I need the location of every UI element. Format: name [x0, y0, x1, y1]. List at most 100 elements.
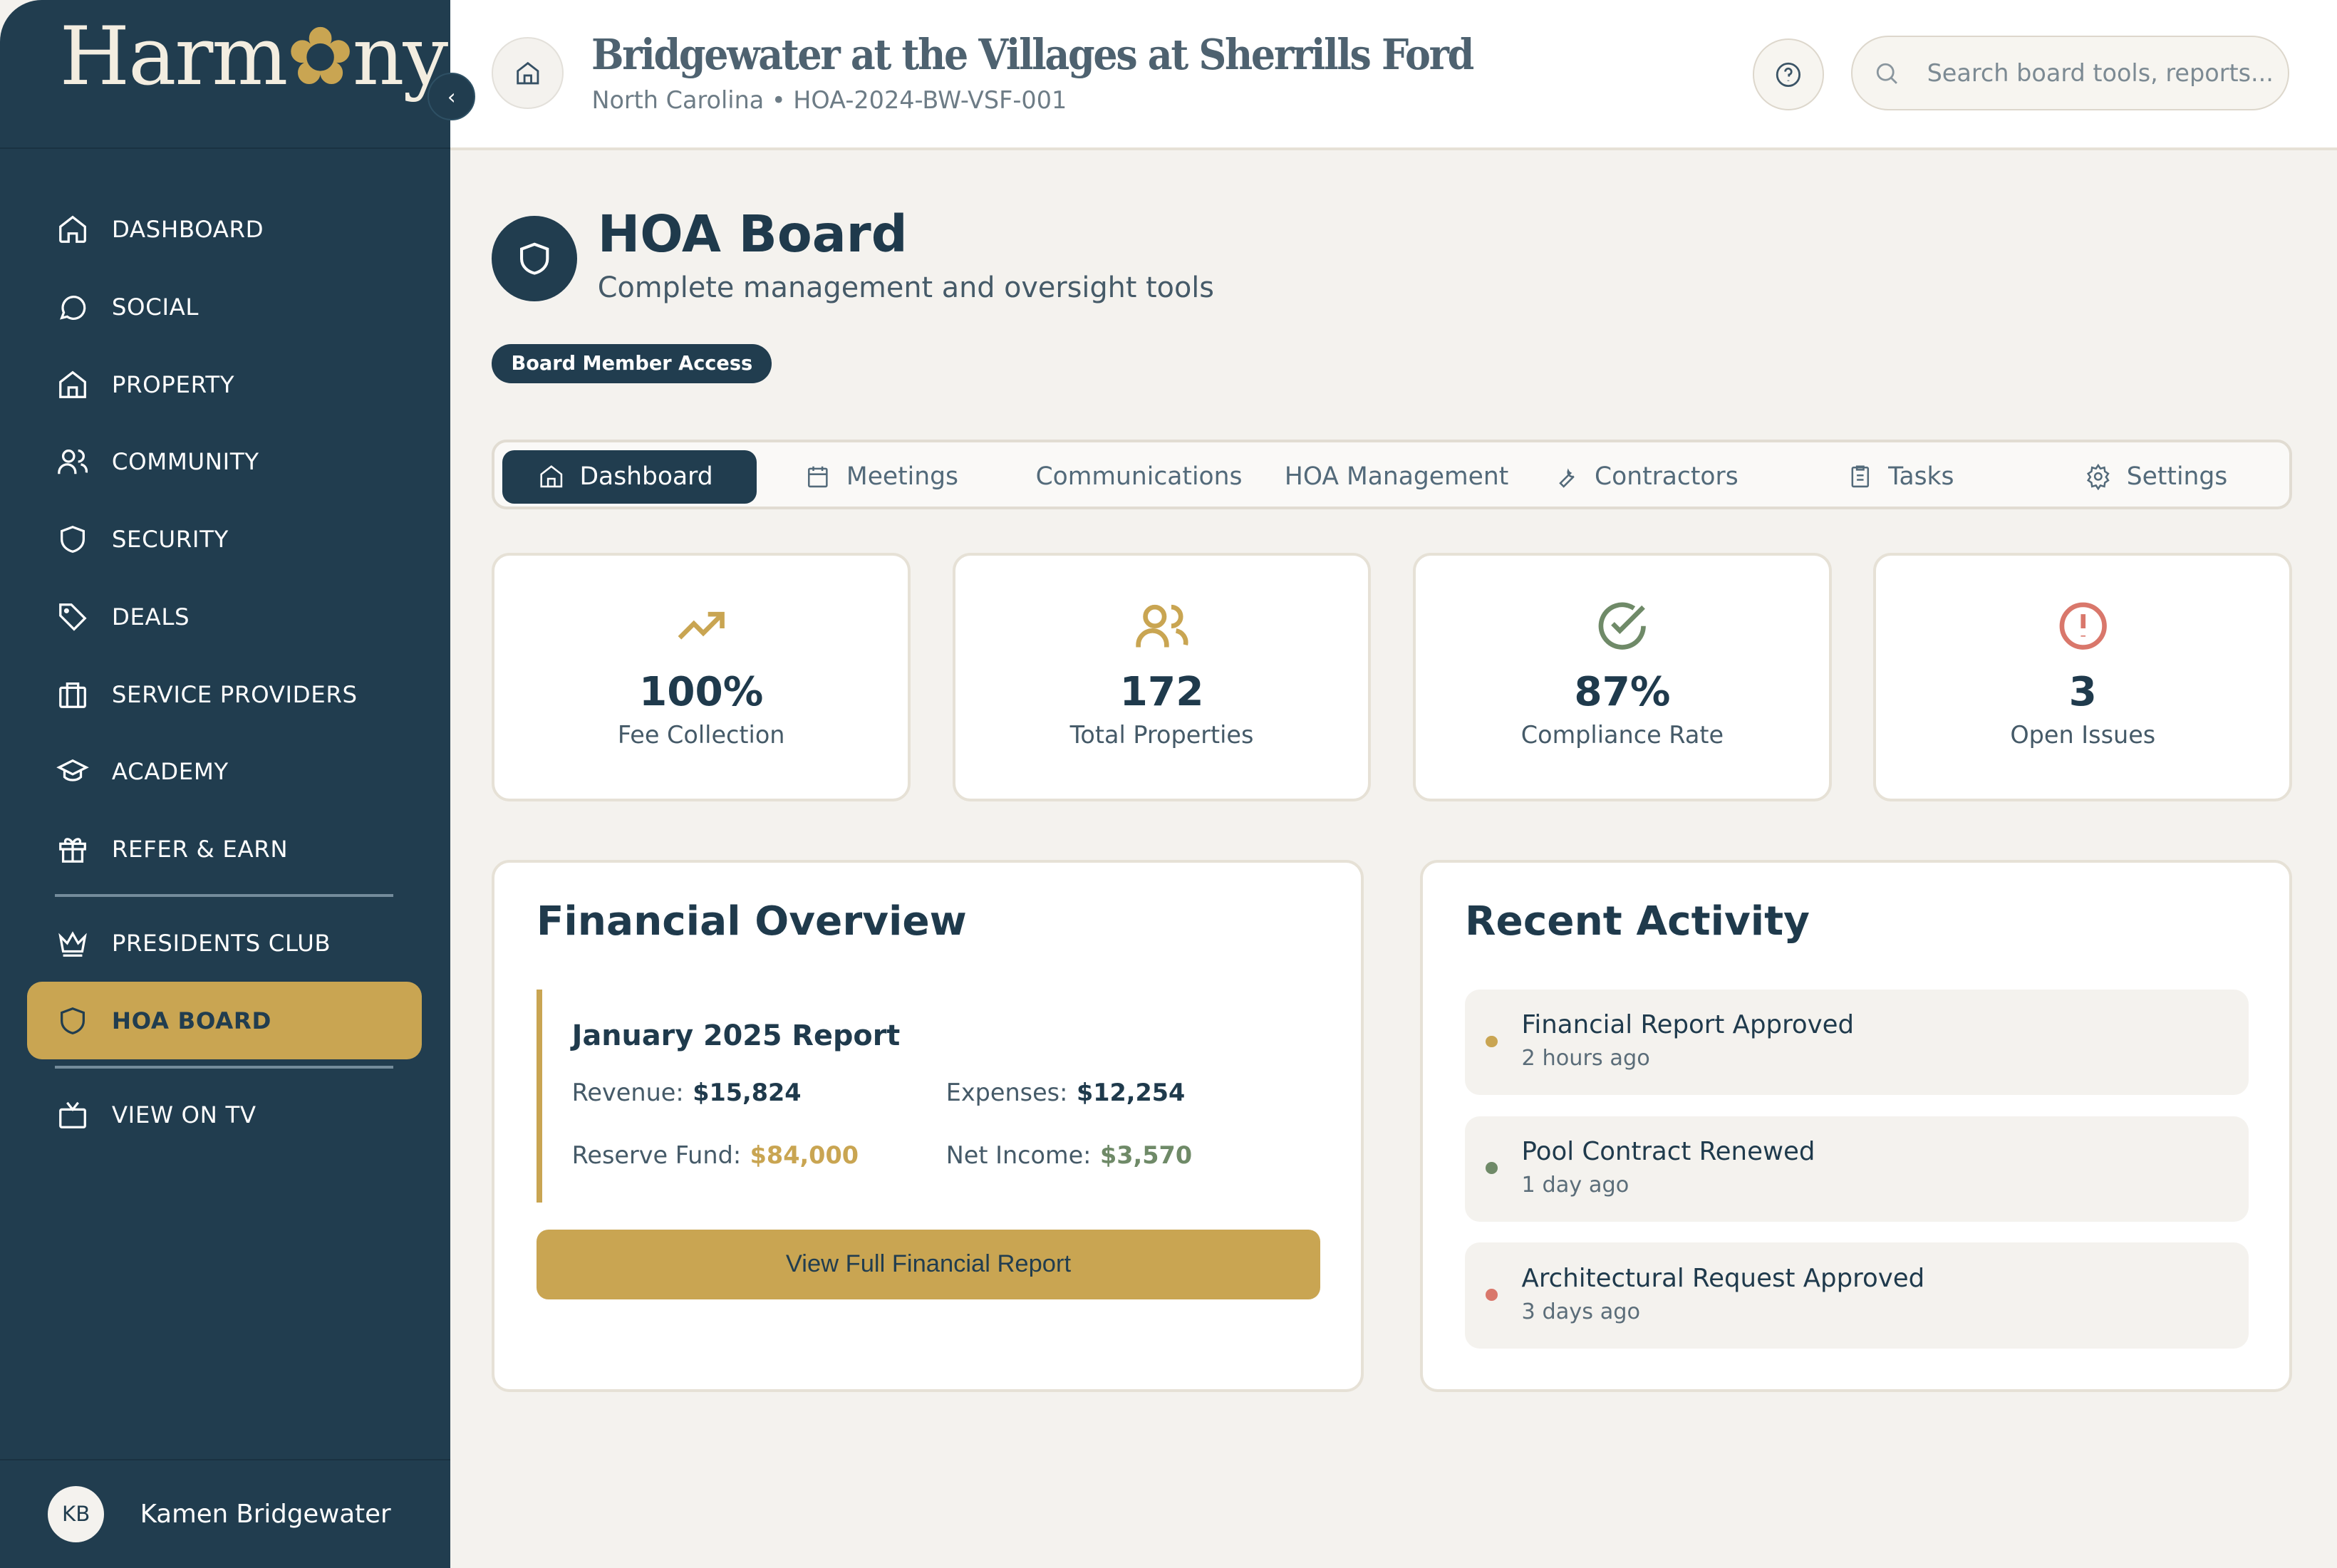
- stat-label: Total Properties: [1069, 721, 1254, 749]
- trending-up-icon: [678, 611, 725, 640]
- tab-hoa-management[interactable]: HOA Management: [1285, 450, 1508, 504]
- alert-circle-icon: [2059, 602, 2107, 650]
- stat-card-compliance-rate: 87% Compliance Rate: [1413, 553, 1832, 802]
- search-input[interactable]: [1924, 57, 2288, 89]
- card-title: Recent Activity: [1465, 898, 1810, 945]
- sidebar-item-property[interactable]: PROPERTY: [27, 346, 422, 423]
- tab-bar: Dashboard Meetings Communications HOA Ma…: [492, 440, 2293, 510]
- revenue-value: $15,824: [693, 1079, 802, 1107]
- view-financial-report-button[interactable]: View Full Financial Report: [536, 1229, 1321, 1299]
- net-income: Net Income: $3,570: [946, 1141, 1192, 1169]
- tab-settings[interactable]: Settings: [2085, 450, 2227, 504]
- divider: [55, 1065, 394, 1069]
- status-dot: [1486, 1035, 1498, 1048]
- users-icon: [1136, 604, 1188, 648]
- stat-card-fee-collection: 100% Fee Collection: [492, 553, 911, 802]
- expenses-value: $12,254: [1076, 1079, 1186, 1107]
- shield-icon: [492, 216, 577, 301]
- sidebar-item-hoa-board[interactable]: HOA BOARD: [26, 982, 422, 1060]
- revenue: Revenue: $15,824: [572, 1079, 802, 1106]
- sidebar-item-academy[interactable]: ACADEMY: [27, 733, 422, 811]
- sidebar-item-label: SERVICE PROVIDERS: [111, 680, 358, 708]
- sidebar-item-label: SECURITY: [111, 526, 229, 554]
- tab-label: Contractors: [1595, 462, 1738, 492]
- sidebar-item-refer-earn[interactable]: REFER & EARN: [27, 811, 422, 888]
- divider: [55, 894, 394, 898]
- status-dot: [1486, 1162, 1498, 1175]
- activity-title: Financial Report Approved: [1521, 1010, 1855, 1040]
- shield-icon: [61, 526, 86, 554]
- house-icon: [59, 370, 87, 398]
- stat-value: 100%: [638, 668, 764, 715]
- activity-item[interactable]: Architectural Request Approved 3 days ago: [1465, 1242, 2249, 1349]
- sidebar-item-dashboard[interactable]: DASHBOARD: [27, 191, 422, 269]
- tag-icon: [59, 603, 88, 631]
- net-label: Net Income:: [945, 1141, 1092, 1170]
- tab-label: Dashboard: [579, 462, 713, 492]
- sidebar-item-label: DEALS: [111, 603, 190, 630]
- sidebar-item-presidents-club[interactable]: PRESIDENTS CLUB: [27, 905, 422, 982]
- collapse-sidebar-button[interactable]: ‹: [428, 73, 476, 121]
- home-button[interactable]: [492, 37, 564, 109]
- divider: [0, 147, 450, 150]
- header: Bridgewater at the Villages at Sherrills…: [450, 0, 2337, 151]
- activity-item[interactable]: Pool Contract Renewed 1 day ago: [1465, 1116, 2249, 1222]
- harmony-logo[interactable]: Harm✿ny: [59, 9, 449, 103]
- tab-dashboard[interactable]: Dashboard: [502, 450, 757, 504]
- stat-card-open-issues: 3 Open Issues: [1873, 553, 2293, 802]
- user-profile[interactable]: KB Kamen Bridgewater: [0, 1458, 450, 1568]
- expenses-label: Expenses:: [945, 1079, 1068, 1107]
- activity-time: 3 days ago: [1521, 1299, 1641, 1324]
- stat-value: 3: [2068, 668, 2097, 715]
- reserve-value: $84,000: [750, 1141, 859, 1170]
- home-icon: [540, 465, 563, 488]
- tab-contractors[interactable]: Contractors: [1553, 450, 1738, 504]
- sidebar-item-label: SOCIAL: [111, 293, 200, 321]
- expenses: Expenses: $12,254: [946, 1079, 1186, 1106]
- graduation-cap-icon: [56, 759, 90, 782]
- search-bar[interactable]: [1851, 36, 2289, 110]
- tab-tasks[interactable]: Tasks: [1847, 450, 1954, 504]
- sidebar-item-label: HOA BOARD: [111, 1007, 271, 1034]
- community-subtitle: North Carolina • HOA-2024-BW-VSF-001: [591, 86, 1067, 115]
- sidebar-item-view-on-tv[interactable]: VIEW ON TV: [27, 1076, 422, 1153]
- sidebar-item-label: PROPERTY: [111, 370, 235, 398]
- sidebar-item-service-providers[interactable]: SERVICE PROVIDERS: [27, 655, 422, 733]
- sidebar-item-social[interactable]: SOCIAL: [27, 269, 422, 346]
- recent-activity-card: Recent Activity Financial Report Approve…: [1420, 859, 2293, 1392]
- status-dot: [1486, 1289, 1498, 1301]
- community-title: Bridgewater at the Villages at Sherrills…: [591, 29, 1474, 79]
- activity-item[interactable]: Financial Report Approved 2 hours ago: [1465, 989, 2249, 1096]
- gear-icon: [2087, 464, 2110, 490]
- search-icon: [1877, 63, 1898, 84]
- chevron-left-icon: ‹: [447, 84, 456, 109]
- revenue-label: Revenue:: [571, 1079, 684, 1107]
- briefcase-icon: [59, 682, 87, 708]
- net-value: $3,570: [1100, 1141, 1193, 1170]
- tab-communications[interactable]: Communications: [1036, 450, 1243, 504]
- tab-meetings[interactable]: Meetings: [804, 450, 958, 504]
- activity-title: Architectural Request Approved: [1521, 1263, 1925, 1293]
- sidebar-item-label: PRESIDENTS CLUB: [111, 930, 331, 957]
- clipboard-icon: [1851, 465, 1869, 488]
- sidebar-item-security[interactable]: SECURITY: [27, 501, 422, 578]
- tab-label: Tasks: [1888, 462, 1954, 492]
- help-button[interactable]: [1752, 38, 1825, 110]
- page-title: HOA Board: [597, 204, 908, 264]
- stat-value: 87%: [1574, 668, 1671, 715]
- card-title: Financial Overview: [536, 898, 967, 945]
- crown-icon: [58, 931, 88, 957]
- sidebar-item-label: COMMUNITY: [111, 448, 259, 476]
- stat-label: Open Issues: [2010, 721, 2156, 749]
- sidebar: Harm✿ny DASHBOARD SOCIAL PROPERTY COMMUN…: [0, 0, 450, 1568]
- tab-label: Meetings: [846, 462, 958, 492]
- sidebar-item-community[interactable]: COMMUNITY: [27, 423, 422, 501]
- activity-time: 2 hours ago: [1521, 1046, 1650, 1071]
- home-icon: [59, 215, 87, 244]
- stat-label: Compliance Rate: [1520, 721, 1724, 749]
- report-title: January 2025 Report: [571, 1019, 901, 1052]
- reserve-fund: Reserve Fund: $84,000: [572, 1141, 859, 1169]
- sidebar-item-deals[interactable]: DEALS: [27, 578, 422, 656]
- sidebar-item-label: REFER & EARN: [111, 836, 289, 863]
- sidebar-item-label: VIEW ON TV: [111, 1101, 256, 1128]
